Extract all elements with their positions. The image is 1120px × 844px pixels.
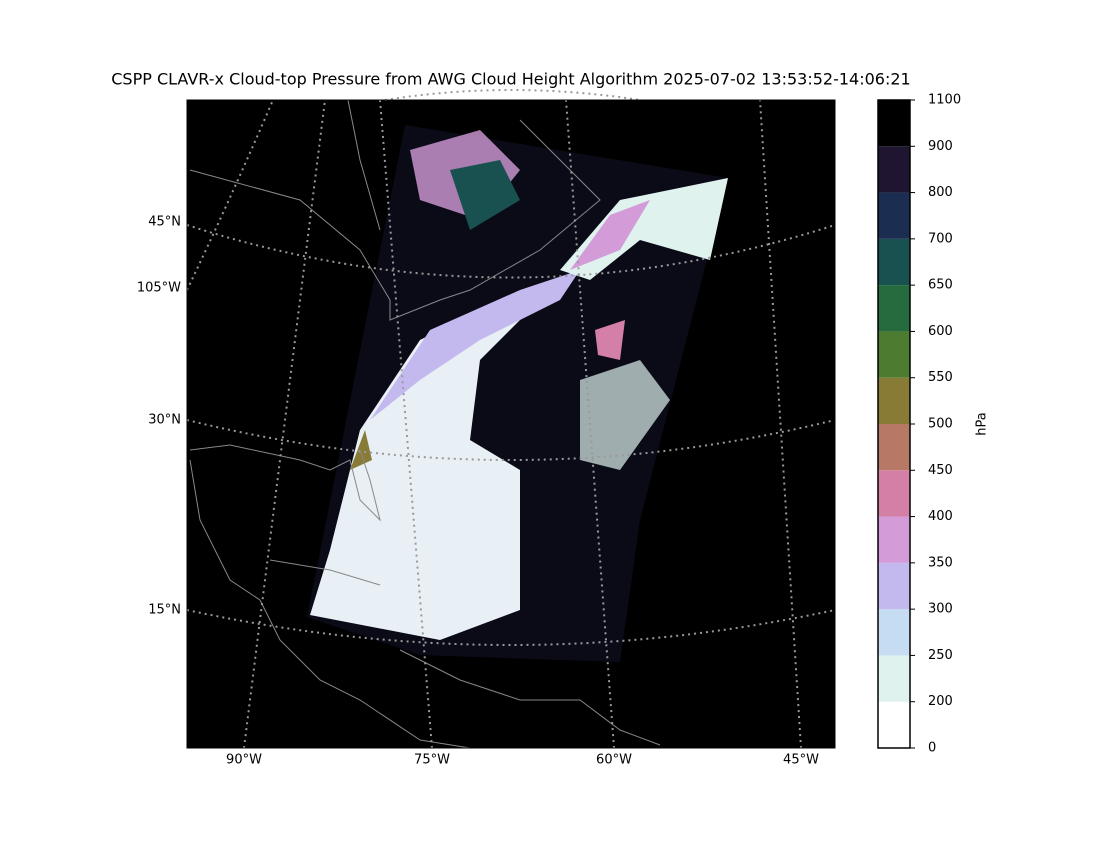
colorbar-tick-label: 400 <box>928 509 953 524</box>
colorbar-tick-label: 500 <box>928 417 953 432</box>
colorbar-tick-label: 650 <box>928 278 953 293</box>
colorbar-segment <box>878 331 910 378</box>
colorbar-segment <box>878 285 910 332</box>
colorbar-tick-label: 600 <box>928 324 953 339</box>
colorbar-tick-label: 350 <box>928 555 953 570</box>
lon-label: 60°W <box>596 753 632 768</box>
lon-label: 90°W <box>226 753 262 768</box>
cloud <box>570 200 650 270</box>
colorbar-segment <box>878 701 910 748</box>
colorbar-tick-label: 0 <box>928 741 936 756</box>
colorbar-tick-label: 700 <box>928 231 953 246</box>
lat-label: 15°N <box>148 603 181 618</box>
cloud <box>595 320 625 360</box>
colorbar-tick-label: 200 <box>928 694 953 709</box>
colorbar-segment <box>878 655 910 702</box>
colorbar-segment <box>878 562 910 610</box>
colorbar-segment <box>878 424 910 471</box>
lat-label: 45°N <box>148 215 181 230</box>
colorbar-tick-label: 800 <box>928 185 953 200</box>
map-labels: 45°N 105°W 30°N 15°N 90°W 75°W 60°W 45°W <box>137 215 819 768</box>
cloud <box>580 360 670 470</box>
colorbar-tick-label: 550 <box>928 370 953 385</box>
coastline <box>269 559 661 746</box>
colorbar-tick-label: 900 <box>928 139 953 154</box>
colorbar-segment <box>878 100 910 147</box>
cloud <box>350 430 372 470</box>
lon-label: 45°W <box>783 753 819 768</box>
colorbar-label: hPa <box>975 412 990 435</box>
colorbar-segment <box>878 516 910 563</box>
meridian <box>243 89 802 749</box>
cloud <box>310 280 560 640</box>
colorbar-segment <box>878 470 910 517</box>
cloud <box>450 160 520 230</box>
coastline <box>189 444 471 749</box>
colorbar-segment <box>878 238 910 286</box>
colorbar-tick-label: 450 <box>928 463 953 478</box>
lat-label: 105°W <box>137 281 181 296</box>
map <box>186 89 836 749</box>
colorbar-tick-label: 250 <box>928 648 953 663</box>
coastline <box>189 99 601 321</box>
colorbar-segment <box>878 377 910 424</box>
cloud <box>370 270 580 420</box>
colorbar-tick-label: 300 <box>928 602 953 617</box>
colorbar: 0 200 250 300 350 400 450 500 550 600 650 700 800 900… <box>877 93 990 756</box>
colorbar-tick-label: 1100 <box>928 93 961 108</box>
colorbar-segment <box>878 192 910 239</box>
title: CSPP CLAVR-x Cloud-top Pressure from AWG… <box>111 70 910 89</box>
lon-label: 75°W <box>414 753 450 768</box>
colorbar-segment <box>878 146 910 193</box>
map-frame <box>186 99 836 749</box>
colorbar-segment <box>878 609 910 656</box>
lat-label: 30°N <box>148 413 181 428</box>
